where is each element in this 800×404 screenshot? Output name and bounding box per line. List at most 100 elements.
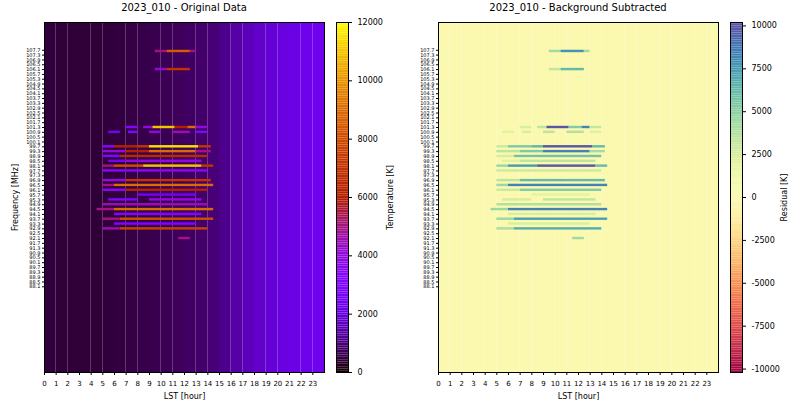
svg-text:6: 6 (506, 380, 511, 388)
svg-text:18: 18 (644, 380, 653, 388)
svg-text:11: 11 (168, 380, 177, 388)
svg-text:3: 3 (471, 380, 475, 388)
svg-text:0: 0 (436, 380, 440, 388)
svg-text:21: 21 (285, 380, 294, 388)
svg-text:13: 13 (586, 380, 595, 388)
svg-text:16: 16 (227, 380, 236, 388)
svg-text:94.9: 94.9 (29, 201, 41, 208)
svg-text:4: 4 (89, 380, 94, 388)
svg-text:5: 5 (101, 380, 105, 388)
svg-text:88.9: 88.9 (29, 273, 41, 280)
svg-text:0: 0 (752, 193, 757, 202)
svg-text:92.5: 92.5 (29, 230, 41, 237)
svg-text:22: 22 (691, 380, 700, 388)
svg-text:-10000: -10000 (752, 365, 780, 374)
svg-text:21: 21 (679, 380, 688, 388)
svg-text:15: 15 (609, 380, 618, 388)
svg-text:89.3: 89.3 (29, 268, 41, 275)
svg-text:14: 14 (597, 380, 606, 388)
svg-text:93.7: 93.7 (29, 215, 41, 222)
svg-text:89.7: 89.7 (29, 264, 41, 271)
svg-text:19: 19 (262, 380, 271, 388)
svg-text:7: 7 (518, 380, 522, 388)
svg-text:20: 20 (667, 380, 676, 388)
svg-text:17: 17 (632, 380, 641, 388)
svg-text:88.5: 88.5 (29, 278, 41, 285)
svg-text:Residual [K]: Residual [K] (780, 174, 789, 222)
svg-text:12: 12 (180, 380, 189, 388)
svg-text:5000: 5000 (752, 107, 772, 116)
svg-text:11: 11 (562, 380, 571, 388)
svg-text:14: 14 (203, 380, 212, 388)
svg-text:5: 5 (495, 380, 499, 388)
svg-text:2: 2 (66, 380, 70, 388)
svg-text:LST [hour]: LST [hour] (558, 392, 600, 401)
svg-text:23: 23 (702, 380, 711, 388)
svg-text:90.1: 90.1 (29, 259, 41, 266)
svg-text:98.1: 98.1 (29, 162, 41, 169)
svg-text:95.7: 95.7 (29, 191, 41, 198)
svg-text:18: 18 (250, 380, 259, 388)
svg-text:Frequency [MHz]: Frequency [MHz] (11, 164, 20, 231)
svg-text:0: 0 (42, 380, 46, 388)
svg-text:10000: 10000 (358, 76, 383, 85)
svg-text:10000: 10000 (752, 21, 777, 30)
svg-text:13: 13 (192, 380, 201, 388)
svg-text:99.3: 99.3 (29, 148, 41, 155)
svg-text:1: 1 (448, 380, 452, 388)
svg-text:8: 8 (136, 380, 140, 388)
svg-text:88.1: 88.1 (29, 283, 41, 290)
svg-text:12: 12 (574, 380, 583, 388)
svg-text:92.1: 92.1 (29, 235, 41, 242)
html-text:2023_010 - Background Subtract: 2023_010 - Background Subtracted (489, 2, 667, 13)
svg-text:LST [hour]: LST [hour] (164, 392, 206, 401)
svg-text:6: 6 (112, 380, 117, 388)
svg-text:3: 3 (77, 380, 81, 388)
svg-text:22: 22 (297, 380, 306, 388)
svg-text:1: 1 (54, 380, 58, 388)
svg-text:90.5: 90.5 (29, 254, 41, 261)
svg-text:9: 9 (541, 380, 545, 388)
svg-text:97.7: 97.7 (29, 167, 41, 174)
svg-text:98.9: 98.9 (29, 153, 41, 160)
svg-text:95.3: 95.3 (29, 196, 41, 203)
svg-text:90.9: 90.9 (29, 249, 41, 256)
svg-text:98.5: 98.5 (29, 157, 41, 164)
svg-text:15: 15 (215, 380, 224, 388)
svg-text:4000: 4000 (358, 251, 378, 260)
svg-text:7: 7 (124, 380, 128, 388)
svg-text:107.7: 107.7 (420, 47, 434, 53)
svg-text:Temperature [K]: Temperature [K] (386, 165, 395, 231)
svg-text:94.5: 94.5 (29, 206, 41, 213)
svg-text:7500: 7500 (752, 64, 772, 73)
svg-text:99.7: 99.7 (29, 143, 41, 150)
html-text:2023_010 - Original Data: 2023_010 - Original Data (121, 2, 247, 13)
svg-text:4: 4 (483, 380, 488, 388)
svg-text:-5000: -5000 (752, 279, 775, 288)
svg-text:19: 19 (656, 380, 665, 388)
svg-text:2: 2 (460, 380, 464, 388)
svg-text:20: 20 (273, 380, 282, 388)
svg-text:0: 0 (358, 368, 363, 377)
svg-text:93.3: 93.3 (29, 220, 41, 227)
svg-text:107.7: 107.7 (26, 47, 40, 53)
svg-text:10: 10 (551, 380, 560, 388)
svg-text:-7500: -7500 (752, 322, 775, 331)
svg-text:-2500: -2500 (752, 236, 775, 245)
svg-text:92.9: 92.9 (29, 225, 41, 232)
svg-text:8000: 8000 (358, 135, 378, 144)
svg-text:17: 17 (238, 380, 247, 388)
svg-text:10: 10 (157, 380, 166, 388)
svg-text:6000: 6000 (358, 193, 378, 202)
svg-text:9: 9 (147, 380, 151, 388)
svg-text:16: 16 (621, 380, 630, 388)
svg-text:12000: 12000 (358, 18, 383, 27)
svg-text:2000: 2000 (358, 310, 378, 319)
svg-text:2500: 2500 (752, 150, 772, 159)
svg-text:23: 23 (308, 380, 317, 388)
svg-text:96.1: 96.1 (29, 186, 41, 193)
svg-text:97.3: 97.3 (29, 172, 41, 179)
svg-text:8: 8 (530, 380, 534, 388)
svg-text:96.9: 96.9 (29, 177, 41, 184)
svg-text:91.3: 91.3 (29, 244, 41, 251)
